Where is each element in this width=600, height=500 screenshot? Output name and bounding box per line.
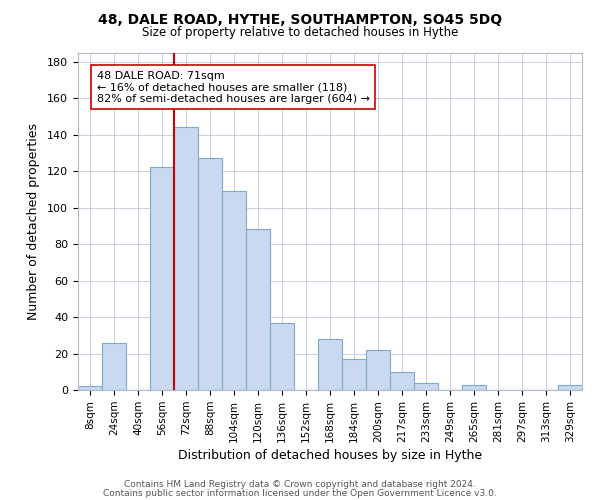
Bar <box>198 158 222 390</box>
Bar <box>558 384 582 390</box>
Bar <box>462 384 486 390</box>
Bar <box>366 350 390 390</box>
X-axis label: Distribution of detached houses by size in Hythe: Distribution of detached houses by size … <box>178 449 482 462</box>
Text: Contains HM Land Registry data © Crown copyright and database right 2024.: Contains HM Land Registry data © Crown c… <box>124 480 476 489</box>
Bar <box>270 322 294 390</box>
Bar <box>246 230 270 390</box>
Text: 48, DALE ROAD, HYTHE, SOUTHAMPTON, SO45 5DQ: 48, DALE ROAD, HYTHE, SOUTHAMPTON, SO45 … <box>98 12 502 26</box>
Bar <box>222 191 246 390</box>
Bar <box>78 386 102 390</box>
Bar <box>390 372 414 390</box>
Bar <box>318 339 342 390</box>
Bar <box>150 168 174 390</box>
Text: 48 DALE ROAD: 71sqm
← 16% of detached houses are smaller (118)
82% of semi-detac: 48 DALE ROAD: 71sqm ← 16% of detached ho… <box>97 70 370 104</box>
Text: Contains public sector information licensed under the Open Government Licence v3: Contains public sector information licen… <box>103 489 497 498</box>
Text: Size of property relative to detached houses in Hythe: Size of property relative to detached ho… <box>142 26 458 39</box>
Bar <box>414 382 438 390</box>
Bar <box>342 359 366 390</box>
Y-axis label: Number of detached properties: Number of detached properties <box>27 122 40 320</box>
Bar <box>174 128 198 390</box>
Bar <box>102 342 126 390</box>
